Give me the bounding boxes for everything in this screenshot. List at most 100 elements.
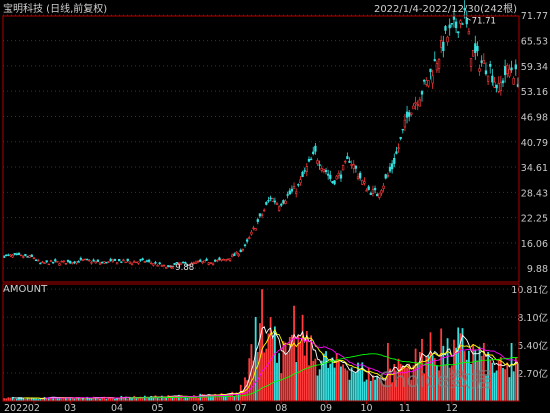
candle-body	[303, 170, 306, 172]
amount-bar	[128, 397, 131, 401]
price-panel-frame	[2, 15, 520, 283]
amount-bar	[65, 398, 67, 401]
amount-bar	[291, 334, 293, 401]
amount-bar	[30, 397, 33, 401]
amount-bar	[3, 398, 5, 401]
candle-body	[250, 231, 253, 235]
date-tick-label: 07	[235, 403, 247, 413]
candle-body	[457, 31, 460, 34]
candle-body	[79, 257, 82, 260]
candle-body	[476, 45, 479, 52]
amount-bar	[33, 397, 35, 401]
candle-body	[369, 193, 372, 195]
amount-bar	[453, 339, 455, 401]
amount-bar	[216, 396, 219, 401]
candle-body	[295, 191, 298, 194]
candle-body	[190, 262, 193, 265]
candle-body	[491, 75, 494, 83]
candle-body	[5, 254, 8, 256]
amount-bar	[101, 397, 104, 401]
candle-body	[431, 75, 434, 84]
amount-bar	[156, 397, 159, 401]
candle-body	[427, 80, 430, 87]
amount-bar	[261, 289, 263, 401]
annotation-pointer	[465, 16, 471, 21]
amount-tick-label: 10.81亿	[511, 284, 548, 296]
candle-body	[367, 186, 370, 190]
candle-body	[365, 190, 368, 192]
amount-bar	[154, 395, 157, 401]
candle-body	[207, 262, 210, 265]
amount-bar	[389, 368, 391, 401]
amount-bar	[195, 395, 197, 401]
candle-body	[384, 174, 387, 179]
candle-body	[299, 179, 302, 184]
amount-bar	[323, 353, 325, 401]
candle-body	[469, 58, 473, 67]
candle-body	[474, 43, 477, 53]
candle-body	[510, 67, 513, 71]
candle-body	[290, 188, 294, 192]
candle-body	[248, 237, 251, 239]
amount-bar	[350, 367, 353, 401]
amount-bar	[28, 398, 31, 401]
amount-bar	[22, 397, 25, 401]
amount-bar	[325, 351, 327, 401]
amount-bar	[448, 367, 451, 401]
candle-body	[179, 262, 183, 265]
amount-bar	[122, 397, 125, 401]
amount-bar	[186, 398, 189, 401]
amount-bar	[474, 349, 477, 401]
amount-bar	[86, 396, 89, 401]
amount-bar	[58, 397, 61, 401]
candle-body	[139, 259, 142, 261]
amount-bar	[250, 344, 253, 401]
candle-body	[252, 227, 255, 230]
candle-body	[160, 265, 164, 267]
candle-body	[277, 206, 281, 211]
amount-bar	[116, 398, 118, 401]
candle-body	[177, 262, 181, 266]
candle-body	[467, 31, 471, 35]
candle-body	[173, 263, 176, 265]
date-tick-label: 02	[28, 403, 40, 413]
candle-body	[13, 252, 16, 255]
amount-bar	[378, 378, 381, 401]
amount-bar	[169, 396, 172, 401]
candle-body	[126, 258, 129, 262]
candle-body	[416, 104, 419, 106]
amount-bar	[421, 338, 423, 401]
amount-bar	[438, 370, 440, 401]
amount-bar	[429, 332, 432, 401]
amount-bar	[41, 398, 44, 401]
candle-body	[199, 259, 202, 262]
amount-bar	[461, 328, 464, 401]
amount-bar	[47, 397, 50, 401]
candle-body	[320, 168, 323, 171]
amount-bar	[444, 364, 447, 401]
amount-bar	[137, 398, 140, 401]
candle-body	[150, 262, 153, 265]
amount-bar	[246, 380, 249, 401]
amount-bar	[99, 398, 101, 401]
candle-body	[267, 200, 270, 202]
amount-bar	[67, 397, 69, 401]
candle-body	[348, 160, 351, 163]
candle-body	[435, 63, 439, 71]
candle-body	[167, 265, 170, 267]
amount-axis: 10.81亿 8.10亿 5.40亿 2.70亿	[511, 284, 548, 380]
amount-bar	[126, 398, 129, 401]
amount-bar	[382, 384, 385, 401]
candle-body	[243, 244, 247, 246]
amount-bar	[433, 358, 436, 401]
amount-bar	[79, 398, 82, 401]
amount-bar	[310, 335, 313, 401]
candle-body	[51, 261, 55, 264]
candle-body	[506, 65, 509, 74]
candle-body	[433, 59, 436, 62]
candle-body	[403, 119, 407, 128]
amount-bar	[514, 357, 517, 401]
amount-bar	[105, 399, 108, 401]
candle-body	[408, 112, 411, 117]
